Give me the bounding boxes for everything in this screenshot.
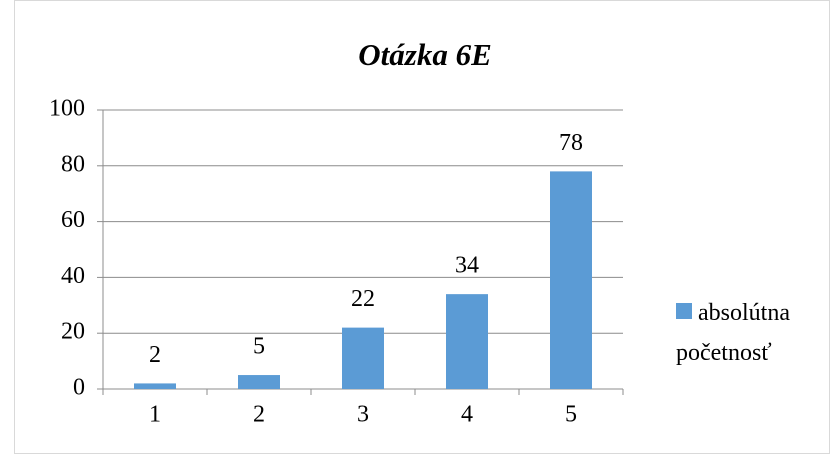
data-label: 34	[455, 253, 479, 279]
y-tick-label: 20	[61, 319, 85, 345]
y-tick-label: 80	[61, 151, 85, 177]
bar	[238, 375, 280, 389]
bar	[446, 294, 488, 389]
legend: absolútna početnosť	[676, 293, 816, 373]
x-tick-label: 3	[357, 402, 369, 428]
x-tick-label: 1	[149, 402, 161, 428]
bar	[134, 383, 176, 389]
legend-label: absolútna početnosť	[676, 300, 790, 366]
x-tick-label: 2	[253, 402, 265, 428]
x-tick-label: 4	[461, 402, 473, 428]
data-label: 2	[149, 342, 161, 368]
chart-title: Otázka 6E	[358, 37, 492, 72]
data-label: 78	[559, 130, 583, 156]
y-tick-label: 40	[61, 263, 85, 289]
legend-swatch	[676, 303, 692, 319]
data-label: 5	[253, 334, 265, 360]
x-tick-label: 5	[565, 402, 577, 428]
y-tick-label: 60	[61, 207, 85, 233]
y-tick-label: 100	[49, 96, 85, 122]
bar	[550, 171, 592, 389]
y-tick-label: 0	[73, 375, 85, 401]
data-label: 22	[351, 286, 375, 312]
bar	[342, 327, 384, 389]
